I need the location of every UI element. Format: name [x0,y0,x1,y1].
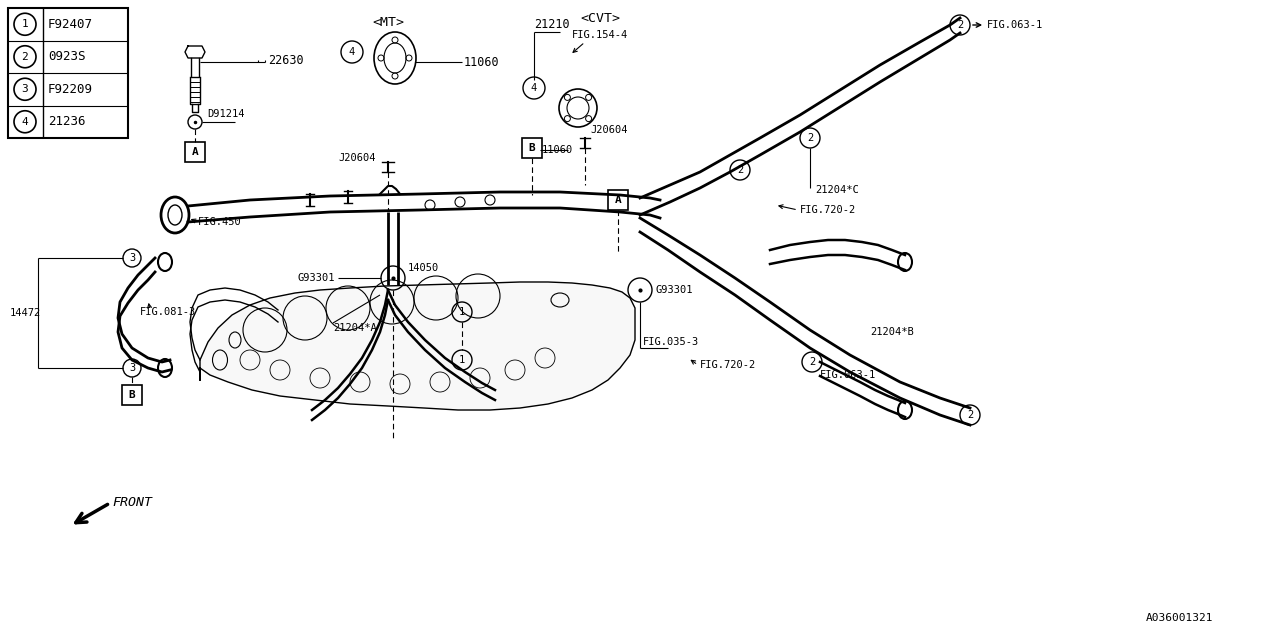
Bar [186,142,205,162]
Text: 21204*C: 21204*C [815,185,859,195]
Text: J20604: J20604 [338,153,375,163]
Text: FRONT: FRONT [113,497,152,509]
Text: 3: 3 [129,253,136,263]
Text: FIG.035-3: FIG.035-3 [643,337,699,347]
Text: 4: 4 [349,47,355,57]
Text: 2: 2 [809,357,815,367]
Text: 4: 4 [531,83,538,93]
Text: 11060: 11060 [465,56,499,68]
Text: A: A [192,147,198,157]
Bar [608,190,628,210]
Text: 2: 2 [966,410,973,420]
Text: A: A [614,195,621,205]
Text: FIG.154-4: FIG.154-4 [572,30,628,40]
Bar [522,138,541,158]
Bar [122,385,142,405]
Text: 14472: 14472 [10,308,41,318]
Text: FIG.450: FIG.450 [198,217,242,227]
Text: D91214: D91214 [207,109,244,119]
Text: 2: 2 [806,133,813,143]
Text: 1: 1 [22,19,28,29]
Text: F92209: F92209 [49,83,93,96]
Text: <MT>: <MT> [372,15,404,29]
Text: 3: 3 [129,363,136,373]
Text: 1: 1 [458,307,465,317]
Text: 22630: 22630 [268,54,303,67]
Text: FIG.720-2: FIG.720-2 [800,205,856,215]
Text: 21210: 21210 [534,19,570,31]
Text: F92407: F92407 [49,18,93,31]
Text: 0923S: 0923S [49,51,86,63]
Text: G93301: G93301 [657,285,694,295]
Text: 2: 2 [737,165,744,175]
Text: 2: 2 [22,52,28,61]
Text: <CVT>: <CVT> [580,12,620,24]
Text: J20604: J20604 [590,125,627,135]
Text: 2: 2 [957,20,963,30]
Text: 11060: 11060 [541,145,573,155]
Text: 1: 1 [458,355,465,365]
Text: B: B [529,143,535,153]
Text: 14050: 14050 [408,263,439,273]
Polygon shape [200,282,635,410]
Text: 21204*B: 21204*B [870,327,914,337]
Text: 21236: 21236 [49,115,86,128]
Text: A036001321: A036001321 [1147,613,1213,623]
Text: FIG.081-3: FIG.081-3 [140,307,196,317]
Bar [8,8,128,138]
Text: G93301: G93301 [298,273,335,283]
Text: 3: 3 [22,84,28,94]
Text: B: B [128,390,136,400]
Text: FIG.720-2: FIG.720-2 [700,360,756,370]
Text: FIG.063-1: FIG.063-1 [987,20,1043,30]
Text: FIG.063-1: FIG.063-1 [820,370,877,380]
Text: 21204*A: 21204*A [333,323,376,333]
Text: 4: 4 [22,116,28,127]
